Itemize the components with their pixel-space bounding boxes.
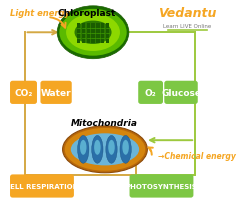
Ellipse shape bbox=[71, 134, 139, 166]
FancyBboxPatch shape bbox=[10, 81, 37, 104]
FancyBboxPatch shape bbox=[164, 81, 198, 104]
Ellipse shape bbox=[120, 136, 131, 163]
Bar bbox=[86, 24, 90, 44]
Ellipse shape bbox=[122, 140, 129, 155]
Ellipse shape bbox=[74, 21, 111, 45]
Ellipse shape bbox=[106, 136, 117, 163]
Text: →Chemical energy: →Chemical energy bbox=[158, 151, 236, 160]
Text: Mitochondria: Mitochondria bbox=[70, 119, 137, 128]
Ellipse shape bbox=[94, 140, 101, 155]
Ellipse shape bbox=[66, 14, 120, 52]
Ellipse shape bbox=[92, 136, 103, 163]
Text: CELL RESPIRATION: CELL RESPIRATION bbox=[5, 183, 79, 189]
Text: O₂: O₂ bbox=[145, 88, 157, 97]
Bar bbox=[77, 24, 80, 44]
Bar bbox=[91, 24, 95, 44]
FancyBboxPatch shape bbox=[138, 81, 163, 104]
Ellipse shape bbox=[80, 140, 86, 155]
Text: Learn LIVE Online: Learn LIVE Online bbox=[163, 23, 212, 29]
Ellipse shape bbox=[59, 10, 127, 57]
Ellipse shape bbox=[63, 126, 147, 173]
Text: Light energy: Light energy bbox=[10, 9, 70, 18]
FancyBboxPatch shape bbox=[130, 175, 193, 198]
Text: Chloroplast: Chloroplast bbox=[57, 9, 116, 18]
Ellipse shape bbox=[57, 7, 129, 59]
Bar bbox=[82, 24, 85, 44]
Bar bbox=[96, 24, 99, 44]
Text: Vedantu: Vedantu bbox=[158, 7, 217, 20]
Text: Water: Water bbox=[41, 88, 71, 97]
Bar bbox=[106, 24, 109, 44]
Ellipse shape bbox=[78, 136, 89, 163]
Ellipse shape bbox=[108, 140, 115, 155]
Text: CO₂: CO₂ bbox=[14, 88, 33, 97]
FancyBboxPatch shape bbox=[10, 175, 74, 198]
Ellipse shape bbox=[65, 128, 145, 171]
Bar bbox=[101, 24, 104, 44]
Text: Glucose: Glucose bbox=[161, 88, 201, 97]
Text: PHOTOSYNTHESIS: PHOTOSYNTHESIS bbox=[126, 183, 197, 189]
FancyBboxPatch shape bbox=[40, 81, 72, 104]
